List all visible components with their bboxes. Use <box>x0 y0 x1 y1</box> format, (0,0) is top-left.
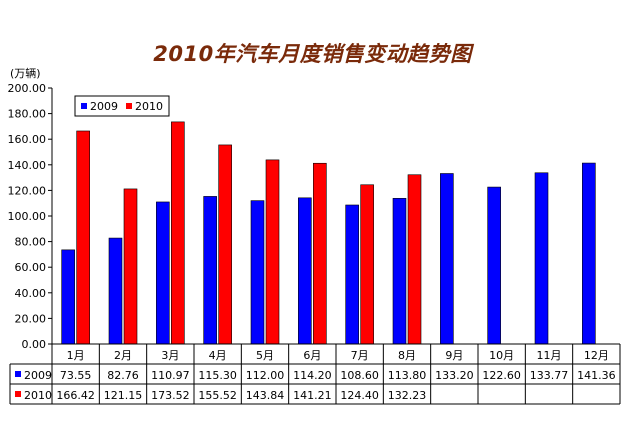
bar-2009 <box>156 201 170 345</box>
y-tick-label: 180.00 <box>8 108 47 121</box>
table-value: 73.55 <box>60 369 92 382</box>
y-axis-unit-label: (万辆) <box>10 67 41 80</box>
chart-title: 2010年汽车月度销售变动趋势图 <box>153 42 472 66</box>
x-tick-label: 5月 <box>256 349 274 362</box>
table-value: 110.97 <box>151 369 190 382</box>
bar-2009 <box>203 196 217 345</box>
table-legend-key <box>15 371 21 377</box>
legend-box <box>74 95 170 117</box>
bar-2010 <box>265 159 280 345</box>
x-tick-label: 12月 <box>584 349 609 362</box>
bar-2010 <box>218 144 232 345</box>
y-tick-label: 200.00 <box>8 82 47 95</box>
table-value: 112.00 <box>246 369 285 382</box>
y-tick-label: 60.00 <box>15 261 47 274</box>
table-value: 132.23 <box>388 389 427 402</box>
table-value: 133.20 <box>435 369 474 382</box>
x-tick-label: 6月 <box>303 349 321 362</box>
x-tick-label: 4月 <box>209 349 227 362</box>
table-value: 143.84 <box>246 389 285 402</box>
x-tick-label: 1月 <box>67 349 85 362</box>
x-tick-label: 7月 <box>351 349 369 362</box>
table-value: 166.42 <box>56 389 95 402</box>
y-tick-label: 140.00 <box>8 159 47 172</box>
bar-2010 <box>123 188 138 345</box>
y-tick-label: 160.00 <box>8 133 47 146</box>
table-value: 114.20 <box>293 369 332 382</box>
bar-2009 <box>534 172 549 345</box>
bar-2009 <box>108 237 123 345</box>
table-series-name: 2009 <box>24 369 52 382</box>
table-value: 82.76 <box>107 369 139 382</box>
bar-2010 <box>76 130 90 345</box>
table-legend-key <box>15 391 21 397</box>
table-value: 173.52 <box>151 389 190 402</box>
x-tick-label: 9月 <box>445 349 463 362</box>
x-tick-label: 2月 <box>114 349 132 362</box>
legend-key-2010 <box>126 103 132 109</box>
plot-area <box>52 88 620 344</box>
table-value: 141.21 <box>293 389 332 402</box>
legend-label: 2009 <box>90 100 118 113</box>
bar-2009 <box>298 197 312 345</box>
legend-label: 2010 <box>135 100 163 113</box>
table-value: 155.52 <box>198 389 237 402</box>
table-value: 108.60 <box>340 369 379 382</box>
y-tick-label: 40.00 <box>15 287 47 300</box>
table-value: 124.40 <box>340 389 379 402</box>
y-tick-label: 20.00 <box>15 312 47 325</box>
bar-2010 <box>407 174 422 345</box>
table-value: 141.36 <box>577 369 616 382</box>
x-tick-label: 8月 <box>398 349 416 362</box>
y-tick-label: 100.00 <box>8 210 47 223</box>
table-value: 115.30 <box>198 369 237 382</box>
y-tick-label: 0.00 <box>22 338 47 351</box>
table-series-name: 2010 <box>24 389 52 402</box>
table-value: 122.60 <box>482 369 521 382</box>
bar-2009 <box>392 198 407 345</box>
x-tick-label: 10月 <box>489 349 514 362</box>
x-tick-label: 11月 <box>537 349 562 362</box>
bar-2009 <box>487 186 501 345</box>
y-tick-label: 120.00 <box>8 184 47 197</box>
bar-2009 <box>582 162 596 345</box>
table-value: 133.77 <box>530 369 569 382</box>
bar-2009 <box>250 200 265 345</box>
table-value: 113.80 <box>388 369 427 382</box>
legend-key-2009 <box>81 103 87 109</box>
table-value: 121.15 <box>104 389 143 402</box>
bar-2010 <box>313 162 327 345</box>
x-tick-label: 3月 <box>161 349 179 362</box>
bar-2009 <box>440 173 454 345</box>
bar-2009 <box>61 249 75 345</box>
bar-2010 <box>360 184 374 345</box>
y-tick-label: 80.00 <box>15 236 47 249</box>
bar-2010 <box>171 121 185 345</box>
bar-2009 <box>345 204 359 345</box>
